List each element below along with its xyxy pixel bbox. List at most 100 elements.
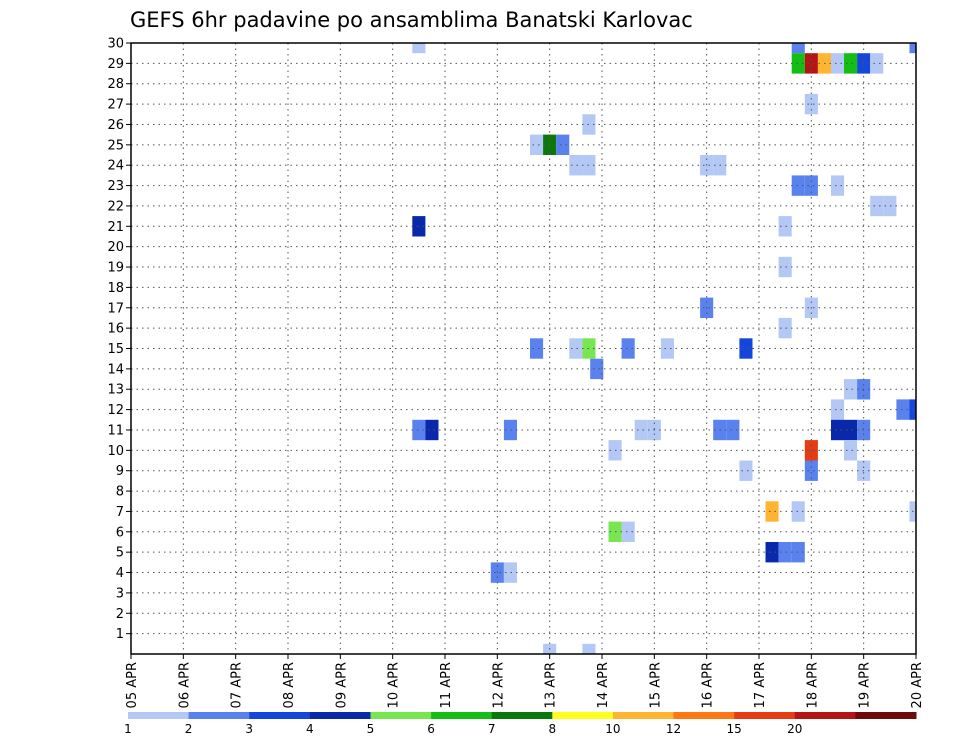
x-tick-label: 16 APR xyxy=(701,662,716,708)
precip-cell xyxy=(844,379,858,400)
y-tick-label: 2 xyxy=(116,607,124,622)
precip-cell xyxy=(582,643,596,654)
precip-cell xyxy=(425,419,439,441)
colorbar-label: 2 xyxy=(185,722,193,736)
x-tick-label: 11 APR xyxy=(439,662,454,708)
y-tick-label: 30 xyxy=(107,37,124,52)
colorbar-swatch xyxy=(552,712,614,719)
colorbar-swatch xyxy=(370,712,432,719)
y-tick-label: 14 xyxy=(107,362,124,377)
y-tick-label: 17 xyxy=(107,301,124,316)
precip-cell xyxy=(778,542,792,563)
colorbar-swatch xyxy=(612,712,674,719)
precip-cell xyxy=(791,175,805,196)
y-tick-label: 5 xyxy=(116,546,124,561)
precip-cell xyxy=(503,562,517,583)
precip-cell xyxy=(791,542,805,563)
colorbar-swatch xyxy=(128,712,190,719)
colorbar-label: 3 xyxy=(245,722,253,736)
precip-cell xyxy=(503,419,517,441)
precip-cell xyxy=(634,419,648,441)
colorbar-swatch xyxy=(794,712,856,719)
colorbar: 1 2 3 4 5 6 7 8 10 12 15 20 xyxy=(124,712,917,736)
precip-cell xyxy=(883,195,897,217)
precip-cell xyxy=(412,216,426,237)
x-tick-label: 05 APR xyxy=(125,662,140,708)
y-tick-label: 27 xyxy=(107,98,124,113)
y-tick-label: 19 xyxy=(107,261,124,276)
colorbar-label: 12 xyxy=(666,722,681,736)
y-tick-label: 1 xyxy=(116,627,124,642)
colorbar-label: 6 xyxy=(427,722,435,736)
precip-cell xyxy=(791,53,805,74)
precip-cell xyxy=(804,53,818,74)
precip-cell xyxy=(896,399,910,420)
y-tick-label: 7 xyxy=(116,505,124,520)
y-tick-label: 24 xyxy=(107,159,124,174)
precip-cell xyxy=(621,521,635,542)
precip-cell xyxy=(778,317,792,339)
colorbar-swatch xyxy=(673,712,735,719)
precip-cell xyxy=(804,175,818,196)
colorbar-swatch xyxy=(249,712,311,719)
precip-cell xyxy=(791,501,805,522)
x-tick-label: 14 APR xyxy=(596,662,611,708)
colorbar-swatch xyxy=(309,712,371,719)
precip-cell xyxy=(831,399,845,420)
precip-cell xyxy=(831,53,845,74)
colorbar-label: 8 xyxy=(548,722,556,736)
axis-ticks: 1234567891011121314151617181920212223242… xyxy=(107,37,925,709)
x-tick-label: 07 APR xyxy=(230,662,245,708)
precip-cell xyxy=(804,460,818,481)
precip-cell xyxy=(831,419,845,441)
y-tick-label: 20 xyxy=(107,240,124,255)
precip-cell xyxy=(791,43,805,54)
y-tick-label: 18 xyxy=(107,281,124,296)
x-tick-label: 15 APR xyxy=(648,662,663,708)
x-tick-label: 19 APR xyxy=(858,662,873,708)
y-tick-label: 13 xyxy=(107,383,124,398)
y-tick-label: 26 xyxy=(107,118,124,133)
x-tick-label: 06 APR xyxy=(177,662,192,708)
precip-cell xyxy=(739,460,753,481)
precip-cell xyxy=(765,501,779,522)
x-tick-label: 09 APR xyxy=(334,662,349,708)
precip-cell xyxy=(778,216,792,237)
y-tick-label: 8 xyxy=(116,485,124,500)
x-tick-label: 18 APR xyxy=(805,662,820,708)
colorbar-label: 5 xyxy=(367,722,375,736)
colorbar-swatch xyxy=(734,712,796,719)
precip-cell xyxy=(844,419,858,441)
colorbar-label: 10 xyxy=(605,722,620,736)
precip-cell xyxy=(621,338,635,359)
precip-cell xyxy=(831,175,845,196)
precip-cell xyxy=(530,134,544,155)
colorbar-label: 7 xyxy=(488,722,496,736)
colorbar-swatch xyxy=(491,712,553,719)
y-tick-label: 4 xyxy=(116,566,124,581)
y-tick-label: 10 xyxy=(107,444,124,459)
colorbar-label: 4 xyxy=(306,722,314,736)
precip-cell xyxy=(412,43,426,54)
y-tick-label: 21 xyxy=(107,220,124,235)
precip-cell xyxy=(844,53,858,74)
precip-cell xyxy=(778,256,792,278)
x-tick-label: 10 APR xyxy=(387,662,402,708)
colorbar-label: 1 xyxy=(124,722,132,736)
y-tick-label: 9 xyxy=(116,464,124,479)
x-tick-label: 20 APR xyxy=(910,662,925,708)
precip-cell xyxy=(556,134,570,155)
y-tick-label: 25 xyxy=(107,138,124,153)
precip-cell xyxy=(765,542,779,563)
y-tick-label: 15 xyxy=(107,342,124,357)
precip-cell xyxy=(909,43,916,54)
precip-cell xyxy=(870,195,884,217)
y-tick-label: 23 xyxy=(107,179,124,194)
precip-cell xyxy=(844,440,858,461)
precip-cell xyxy=(726,419,740,441)
x-tick-label: 13 APR xyxy=(544,662,559,708)
data-cells xyxy=(412,43,916,654)
y-tick-label: 28 xyxy=(107,77,124,92)
precip-cell xyxy=(739,338,753,359)
